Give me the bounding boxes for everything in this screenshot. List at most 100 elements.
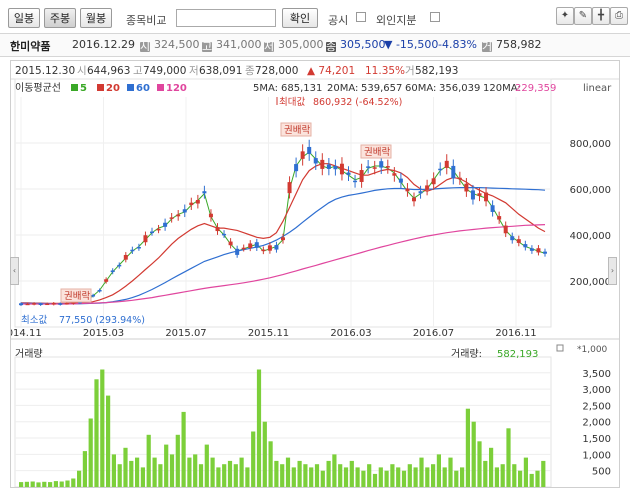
candle-body: [110, 270, 115, 273]
compare-input[interactable]: [176, 9, 276, 27]
volume-expand-icon[interactable]: [556, 344, 564, 352]
candle-body: [58, 303, 63, 305]
volume-bar: [30, 481, 35, 487]
volume-bar: [198, 464, 204, 487]
candle-body: [366, 166, 371, 168]
header-low-label: 저: [189, 65, 199, 77]
candle-body: [398, 178, 403, 183]
candle-body: [326, 164, 331, 169]
volume-bar: [442, 467, 447, 487]
info-volume: 758,982: [496, 38, 542, 51]
price-plot-frame: [14, 78, 552, 328]
volume-bar: [320, 470, 325, 487]
candle-body: [136, 246, 141, 249]
candle-body: [372, 167, 377, 169]
volume-bar: [233, 464, 238, 487]
foreign-checkbox[interactable]: [430, 12, 440, 22]
x-tick-label: 2014.11: [11, 328, 42, 339]
confirm-button[interactable]: 확인: [282, 8, 318, 28]
header-close-label: 종: [245, 65, 255, 77]
scroll-right-icon[interactable]: ›: [608, 257, 617, 285]
tab-weekly[interactable]: 주봉: [44, 8, 76, 28]
annotations: 최대값 860,932 (-64.52%) 최소값 77,550 (293.94…: [21, 96, 402, 326]
bulb-icon[interactable]: ✦: [556, 7, 574, 25]
volume-bar: [175, 434, 180, 487]
ma20-value: 539,657: [361, 83, 402, 94]
rights-marker-1: [280, 122, 312, 137]
candle-body: [104, 279, 109, 282]
candle-body: [195, 199, 200, 204]
volume-bar: [152, 457, 157, 487]
volume-bar: [436, 454, 441, 487]
legend-swatch-60: [127, 84, 134, 91]
candle-body: [457, 177, 462, 180]
volume-bar: [355, 467, 360, 487]
volume-unit: *1,000: [577, 345, 608, 355]
header-close: 728,000: [255, 65, 298, 77]
volume-bar: [140, 467, 145, 487]
compare-label: 종목비교: [126, 14, 167, 27]
candle-body: [274, 245, 279, 250]
info-open: 324,500: [154, 38, 200, 51]
volume-bar: [419, 457, 424, 487]
volume-bar: [164, 444, 169, 487]
candle-body: [261, 249, 266, 252]
candle-body: [143, 235, 148, 243]
candle-body: [385, 166, 390, 168]
volume-bar: [378, 467, 383, 487]
candle-body: [418, 191, 423, 194]
volume-bar: [396, 467, 401, 487]
candles: [19, 139, 547, 307]
candle-body: [248, 243, 253, 248]
header-open-label: 시: [77, 65, 87, 77]
candle-body: [353, 180, 358, 183]
volume-y-tick: 3,000: [582, 385, 611, 396]
candle-body: [412, 197, 416, 202]
volume-bar: [24, 481, 29, 487]
volume-bar: [535, 470, 540, 487]
info-low: 305,000: [278, 38, 324, 51]
volume-bar: [262, 421, 267, 487]
ma-legend: 이동평균선 5 20 60 120 5MA: 685,131 20MA: 539…: [15, 82, 612, 94]
info-change: ▼ -15,500: [384, 38, 439, 51]
volume-bar: [88, 418, 93, 487]
candle-body: [19, 303, 23, 306]
rights-marker-3: [60, 288, 92, 303]
tab-monthly[interactable]: 월봉: [80, 8, 112, 28]
price-y-axis: 200,000 400,000 600,000 800,000: [570, 139, 611, 288]
volume-value: 582,193: [497, 349, 538, 360]
price-y-tick: 200,000: [570, 277, 611, 288]
candle-body: [464, 183, 469, 192]
disclosure-checkbox[interactable]: [356, 12, 366, 22]
volume-bar: [500, 464, 505, 487]
date-x-axis: 2014.11 2015.03 2015.07 2015.11 2016.03 2016.…: [11, 328, 537, 339]
candle-body: [529, 248, 534, 251]
scroll-left-icon[interactable]: ‹: [10, 257, 19, 285]
candle-body: [241, 247, 246, 250]
candle-body: [307, 146, 312, 154]
volume-bar: [239, 457, 244, 487]
scale-label[interactable]: linear: [583, 83, 612, 94]
crosshair-icon[interactable]: ╋: [592, 7, 610, 25]
candle-body: [189, 202, 194, 206]
volume-bar: [372, 473, 378, 487]
volume-bar: [135, 457, 140, 487]
volume-bar: [448, 457, 453, 487]
chart-panel[interactable]: 2015.12.30 시 644,963 고 749,000 저 638,091…: [10, 60, 620, 488]
pencil-icon[interactable]: ✎: [574, 7, 592, 25]
volume-bar: [48, 482, 53, 487]
candle-body: [510, 236, 515, 241]
x-tick-label: 2015.07: [165, 328, 206, 339]
print-icon[interactable]: ⎙: [610, 7, 628, 25]
legend-swatch-120: [157, 84, 164, 91]
candle-body: [267, 245, 272, 251]
volume-bar: [431, 464, 436, 487]
stock-chart: 2015.12.30 시 644,963 고 749,000 저 638,091…: [11, 65, 619, 487]
volume-bars: [19, 369, 546, 487]
legend-swatch-5: [71, 84, 78, 91]
candle-body: [333, 166, 338, 170]
volume-bar: [42, 481, 47, 487]
legend-60: 60: [136, 83, 150, 94]
min-value: 77,550 (293.94%): [59, 315, 145, 326]
tab-daily[interactable]: 일봉: [8, 8, 40, 28]
